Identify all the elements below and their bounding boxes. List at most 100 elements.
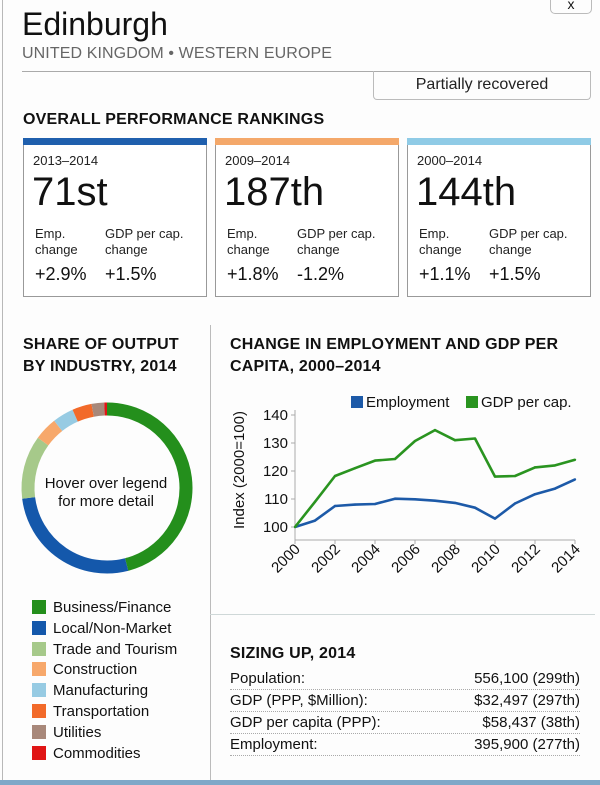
industry-donut-chart (21, 402, 193, 574)
x-tick-label: 2002 (308, 541, 344, 577)
donut-segment-construction[interactable] (37, 420, 63, 446)
ranking-value: 144th (416, 170, 517, 214)
bottom-border (0, 780, 600, 785)
data-point (493, 475, 497, 478)
status-badge: Partially recovered (373, 71, 591, 100)
ranking-value: 187th (224, 170, 325, 214)
data-point (413, 498, 417, 501)
legend-label: Business/Finance (53, 599, 172, 616)
close-button[interactable]: x (550, 0, 592, 14)
gdp-change-label: GDP per cap. change (297, 226, 376, 257)
data-point (373, 502, 377, 506)
data-point (313, 519, 317, 522)
data-point (493, 517, 497, 520)
panel-left-border (2, 0, 3, 785)
data-point (333, 504, 337, 508)
legend-item-commodities[interactable]: Commodities (32, 745, 141, 765)
y-axis-label: Index (2000=100) (231, 411, 248, 529)
series-line-employment (294, 478, 576, 529)
close-icon: x (567, 0, 575, 12)
gdp-swatch (466, 396, 478, 408)
data-point (573, 458, 577, 461)
legend-employment[interactable]: Employment (351, 394, 449, 411)
gdp-change-label: GDP per cap. change (489, 226, 568, 257)
data-point (573, 478, 577, 481)
sizing-heading: SIZING UP, 2014 (230, 645, 356, 662)
gdp-change-label: GDP per cap. change (105, 226, 184, 257)
data-point (553, 487, 557, 490)
data-point (553, 464, 557, 467)
legend-swatch (32, 662, 46, 677)
ranking-box-2000-2014: 2000–2014 144th Emp. change GDP per cap. c… (407, 138, 591, 297)
x-tick-label: 2010 (468, 541, 504, 577)
donut-segment-transportation[interactable] (72, 403, 95, 422)
donut-segment-utilities[interactable] (91, 402, 105, 417)
x-tick-label: 2004 (348, 541, 384, 577)
legend-label: Manufacturing (53, 682, 149, 700)
ranking-period: 2009–2014 (225, 153, 291, 168)
data-point (533, 493, 537, 496)
sizing-row-population: Population: 556,100 (299th) (230, 668, 580, 690)
data-point (513, 474, 517, 478)
sizing-row-gdp-per-capita: GDP per capita (PPP): $58,437 (38th) (230, 712, 580, 734)
emp-change-label: Emp. change (419, 226, 462, 257)
legend-label: Trade and Tourism (53, 640, 178, 658)
ranking-box-2013-2014: 2013–2014 71st Emp. change GDP per cap. ch… (23, 138, 207, 297)
emp-change-value: +1.8% (227, 264, 279, 284)
data-point (373, 459, 377, 462)
data-point (513, 502, 517, 505)
legend-label: Construction (53, 661, 138, 679)
donut-segment-trade-and-tourism[interactable] (21, 437, 49, 499)
donut-segment-local-non-market[interactable] (22, 496, 129, 574)
legend-swatch (32, 600, 46, 614)
donut-segment-business-finance[interactable] (106, 402, 193, 571)
legend-item-manufacturing[interactable]: Manufacturing (32, 682, 148, 702)
legend-swatch (32, 683, 46, 698)
ranking-color-bar (407, 138, 591, 145)
emp-change-label: Emp. change (227, 226, 270, 257)
data-point (433, 499, 437, 502)
legend-item-local-non-market[interactable]: Local/Non-Market (32, 620, 171, 640)
ranking-color-bar (23, 138, 207, 145)
legend-item-construction[interactable]: Construction (32, 661, 137, 681)
x-tick-label: 2012 (508, 541, 544, 577)
employment-swatch (351, 396, 363, 408)
data-point (453, 439, 457, 442)
legend-item-business-finance[interactable]: Business/Finance (32, 599, 171, 619)
title-divider (22, 71, 590, 72)
x-tick-label: 2000 (268, 541, 304, 577)
gdp-change-value: +1.5% (489, 264, 541, 284)
legend-gdp-per-cap[interactable]: GDP per cap. (466, 394, 572, 411)
location-subtitle: UNITED KINGDOM • WESTERN EUROPE (22, 45, 333, 62)
ranking-period: 2000–2014 (417, 153, 483, 168)
donut-hint: Hover over legend for more detail (44, 475, 168, 510)
y-tick-label: 120 (263, 463, 288, 480)
data-point (313, 500, 317, 503)
y-tick-label: 140 (263, 407, 288, 424)
legend-item-transportation[interactable]: Transportation (32, 703, 149, 723)
data-point (393, 497, 397, 500)
legend-item-utilities[interactable]: Utilities (32, 724, 101, 744)
data-point (293, 525, 297, 529)
legend-swatch (32, 745, 46, 760)
data-point (413, 439, 417, 443)
page-title: Edinburgh (22, 6, 168, 42)
data-point (393, 457, 397, 461)
legend-swatch (32, 620, 46, 635)
sizing-row-gdp: GDP (PPP, $Million): $32,497 (297th) (230, 690, 580, 712)
y-tick-label: 100 (263, 519, 288, 536)
series-line-gdp-per-cap (293, 428, 576, 528)
data-point (473, 437, 477, 440)
data-point (433, 428, 437, 432)
y-tick-label: 130 (263, 435, 288, 452)
donut-segment-manufacturing[interactable] (54, 409, 78, 432)
ranking-period: 2013–2014 (33, 153, 99, 168)
column-divider (210, 325, 211, 785)
x-tick-label: 2014 (548, 541, 584, 577)
legend-item-trade-and-tourism[interactable]: Trade and Tourism (32, 641, 177, 661)
rankings-heading: OVERALL PERFORMANCE RANKINGS (23, 111, 325, 128)
data-point (333, 474, 337, 478)
data-point (353, 467, 357, 470)
gdp-change-value: +1.5% (105, 264, 157, 284)
